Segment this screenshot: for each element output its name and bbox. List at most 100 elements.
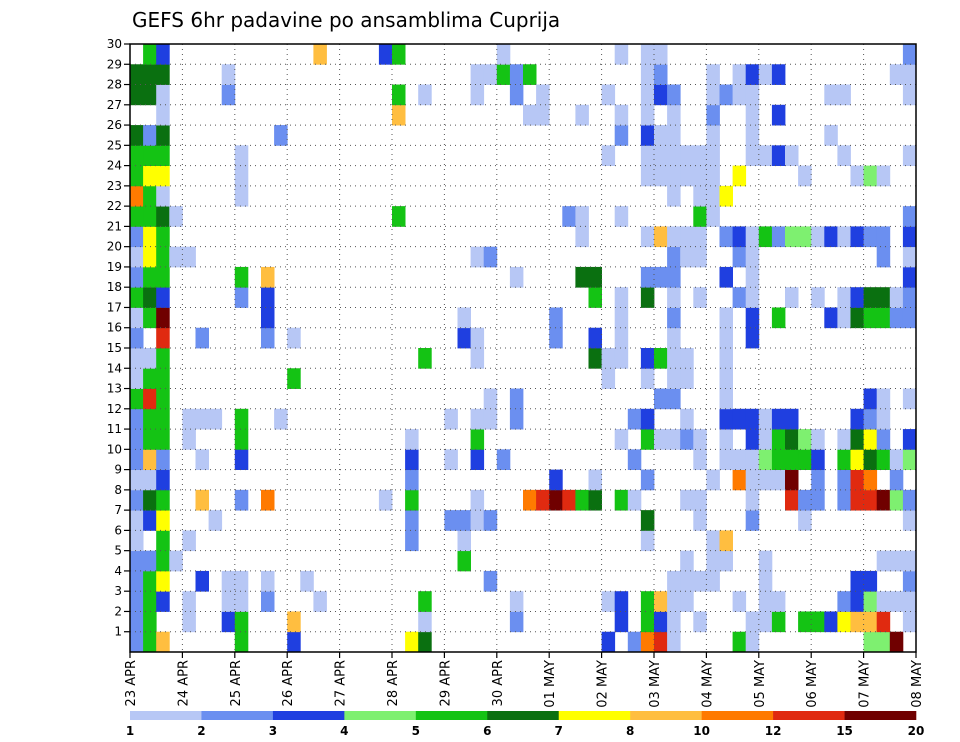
heatmap-cell [614,327,629,349]
heatmap-cell [798,611,812,633]
heatmap-cell [693,611,707,633]
heatmap-cell [785,145,799,166]
heatmap-cell [143,489,157,511]
colorbar-tick-label: 6 [483,724,491,738]
heatmap-cell [261,327,275,349]
heatmap-cell [654,226,668,248]
heatmap-cell [902,145,917,166]
heatmap-cell [614,489,629,511]
heatmap-cell [418,611,432,633]
heatmap-cell [771,307,786,329]
heatmap-cell [509,611,524,633]
heatmap-cell [654,84,668,106]
heatmap-cell [156,591,170,612]
heatmap-cell [418,591,432,612]
heatmap-cell [758,145,773,166]
heatmap-cell [130,469,144,491]
heatmap-cell [234,145,249,166]
heatmap-cell [667,570,681,592]
heatmap-cell [156,631,170,653]
heatmap-cell [667,226,681,248]
heatmap-cell [457,307,471,329]
heatmap-cell [771,226,786,248]
heatmap-cell [824,125,838,146]
heatmap-cell [889,489,904,511]
heatmap-cell [745,104,760,126]
heatmap-cell [640,165,655,187]
x-tick-label: 01 MAY [543,660,558,708]
heatmap-cell [143,388,157,410]
heatmap-cell [850,307,864,329]
heatmap-cell [418,84,432,106]
heatmap-cell [863,611,878,633]
heatmap-cell [130,570,144,592]
heatmap-cell [706,550,720,572]
heatmap-cell [143,510,157,531]
heatmap-cell [667,611,681,633]
heatmap-cell [902,510,917,531]
heatmap-cell [771,145,786,166]
heatmap-cell [261,287,275,308]
colorbar-tick-label: 20 [908,724,925,738]
heatmap-cell [234,408,249,430]
heatmap-cell [536,104,550,126]
heatmap-cell [719,266,733,288]
heatmap-cell [130,125,144,146]
heatmap-cell [640,631,655,653]
heatmap-cell [654,64,668,85]
heatmap-cell [300,570,314,592]
heatmap-cell [130,145,144,166]
heatmap-cell [902,307,917,329]
heatmap-cell [719,550,733,572]
heatmap-cell [509,266,524,288]
heatmap-cell [876,388,891,410]
heatmap-cell [758,408,773,430]
heatmap-cell [771,449,786,470]
heatmap-cell [405,469,419,491]
y-tick-label: 8 [114,483,122,497]
colorbar-tick-label: 15 [836,724,853,738]
heatmap-cell [771,469,786,491]
heatmap-cell [889,591,904,612]
x-tick-label: 06 MAY [805,660,820,708]
heatmap-cell [745,64,760,85]
heatmap-cell [654,145,668,166]
heatmap-cell [130,429,144,450]
heatmap-cell [130,84,144,106]
heatmap-cell [221,84,236,106]
heatmap-cell [444,408,458,430]
heatmap-cell [130,266,144,288]
heatmap-cell [182,429,196,450]
y-tick-label: 1 [114,625,122,639]
heatmap-cell [811,469,825,491]
heatmap-cell [732,246,747,268]
heatmap-cell [876,287,891,308]
heatmap-cell [889,449,904,470]
heatmap-cell [745,246,760,268]
heatmap-cell [143,469,157,491]
y-tick-label: 21 [107,219,122,233]
heatmap-cell [130,631,144,653]
heatmap-cell [156,510,170,531]
heatmap-cell [693,449,707,470]
heatmap-cell [143,44,157,65]
heatmap-cell [130,246,144,268]
heatmap-cell [614,429,629,450]
heatmap-cell [640,591,655,612]
heatmap-cell [902,266,917,288]
heatmap-cell [706,570,720,592]
x-axis-ticks: 23 APR 24 APR 25 APR 26 APR 27 APR 28 APR 29 A… [124,652,925,708]
heatmap-cell [523,104,537,126]
y-tick-label: 26 [107,118,122,132]
heatmap-cell [444,449,458,470]
heatmap-cell [470,408,485,430]
heatmap-cell [902,429,917,450]
heatmap-cell [130,348,144,369]
heatmap-cell [732,226,747,248]
heatmap-cell [785,469,799,491]
heatmap-cell [850,591,864,612]
heatmap-cell [156,44,170,65]
heatmap-cell [680,246,694,268]
colorbar-tick-label: 8 [626,724,634,738]
heatmap-cell [837,145,851,166]
